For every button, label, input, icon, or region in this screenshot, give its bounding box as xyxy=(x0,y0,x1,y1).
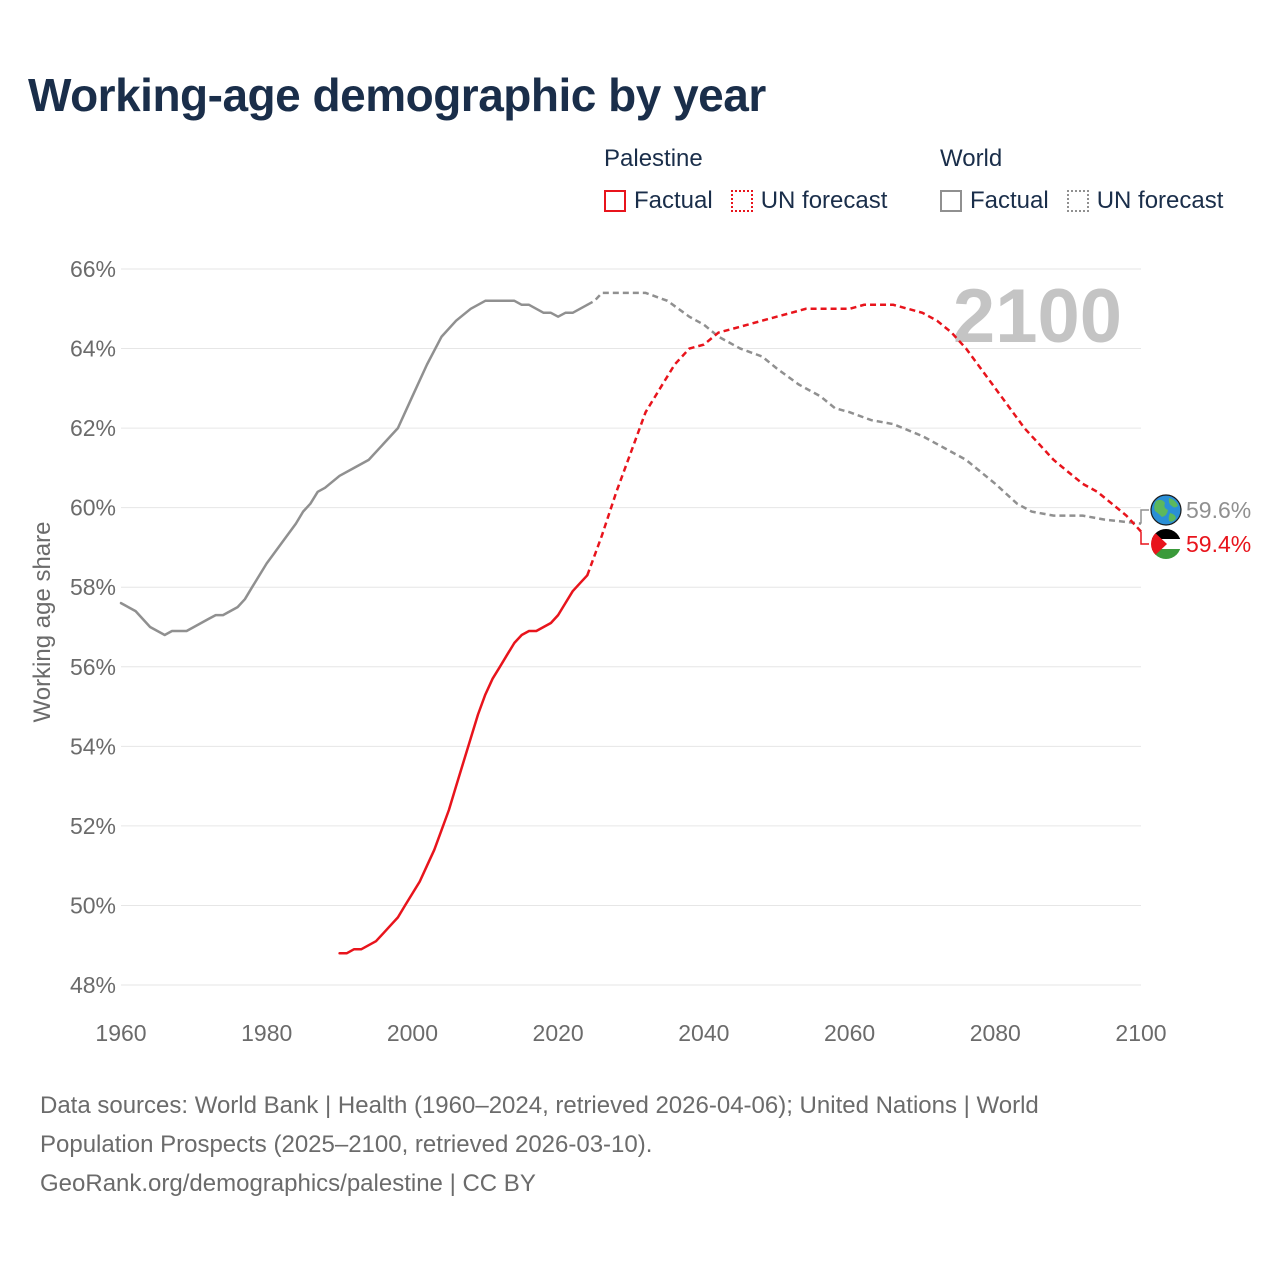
palestine-label-connector xyxy=(1140,531,1149,545)
world-forecast-line xyxy=(586,291,1142,525)
y-tick-label: 50% xyxy=(70,892,116,918)
legend-group-world: World Factual UN forecast xyxy=(940,145,1223,215)
x-tick-label: 2000 xyxy=(387,1020,438,1046)
legend-group-name: World xyxy=(940,145,1003,172)
y-tick-label: 62% xyxy=(70,415,116,441)
legend-item-label: Factual xyxy=(634,187,713,214)
y-tick-label: 64% xyxy=(70,336,116,362)
y-tick-label: 58% xyxy=(70,574,116,600)
end-markers: 59.6% 59.4% xyxy=(1140,494,1251,559)
palestine-forecast-line xyxy=(586,303,1142,576)
legend-world-factual[interactable]: Factual xyxy=(940,187,1049,215)
x-axis-ticks: 1960 1980 2000 2020 2040 2060 2080 2100 xyxy=(95,1020,1166,1046)
data-sources-line: Population Prospects (2025–2100, retriev… xyxy=(40,1131,653,1158)
world-factual-line xyxy=(119,299,589,637)
series-lines xyxy=(119,291,1142,955)
legend-world-forecast[interactable]: UN forecast xyxy=(1066,187,1224,215)
year-watermark: 2100 xyxy=(953,274,1122,359)
legend-palestine-factual[interactable]: Factual xyxy=(604,187,713,215)
x-tick-label: 1980 xyxy=(241,1020,292,1046)
legend-item-label: UN forecast xyxy=(760,187,888,214)
x-tick-label: 2060 xyxy=(824,1020,875,1046)
x-tick-label: 2100 xyxy=(1115,1020,1166,1046)
legend-item-label: Factual xyxy=(970,187,1049,214)
legend-group-palestine: Palestine Factual UN forecast xyxy=(604,145,887,215)
y-tick-label: 60% xyxy=(70,495,116,521)
x-tick-label: 2040 xyxy=(678,1020,729,1046)
y-tick-label: 56% xyxy=(70,654,116,680)
palestine-end-value: 59.4% xyxy=(1186,531,1251,557)
chart-title: Working-age demographic by year xyxy=(28,69,766,121)
data-sources-line: Data sources: World Bank | Health (1960–… xyxy=(40,1092,1039,1119)
x-tick-label: 2080 xyxy=(970,1020,1021,1046)
legend-palestine-forecast[interactable]: UN forecast xyxy=(730,187,888,215)
world-label-connector xyxy=(1140,509,1149,524)
world-end-value: 59.6% xyxy=(1186,497,1251,523)
x-tick-label: 2020 xyxy=(533,1020,584,1046)
y-tick-label: 52% xyxy=(70,813,116,839)
footer: Data sources: World Bank | Health (1960–… xyxy=(40,1086,1240,1203)
palestine-flag-icon xyxy=(1151,529,1181,559)
y-tick-label: 66% xyxy=(70,256,116,282)
dotted-swatch-icon xyxy=(1066,190,1089,212)
y-tick-label: 54% xyxy=(70,733,116,759)
y-axis-ticks: 48% 50% 52% 54% 56% 58% 60% 62% 64% 66% xyxy=(70,256,116,998)
attribution-link[interactable]: GeoRank.org/demographics/palestine | CC … xyxy=(40,1170,536,1197)
dotted-swatch-icon xyxy=(730,190,753,212)
solid-swatch-icon xyxy=(940,190,962,212)
legend-group-name: Palestine xyxy=(604,145,703,172)
x-tick-label: 1960 xyxy=(95,1020,146,1046)
y-tick-label: 48% xyxy=(70,972,116,998)
solid-swatch-icon xyxy=(604,190,626,212)
legend-item-label: UN forecast xyxy=(1096,187,1224,214)
gridlines xyxy=(121,268,1141,986)
y-axis-label: Working age share xyxy=(29,522,56,723)
globe-icon xyxy=(1150,494,1182,526)
line-chart: 48% 50% 52% 54% 56% 58% 60% 62% 64% 66% 1960 1980 2… xyxy=(29,256,1251,1046)
palestine-factual-line xyxy=(338,574,589,955)
